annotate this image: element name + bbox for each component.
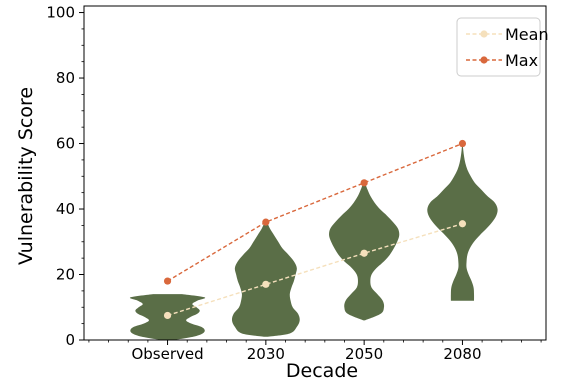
y-tick-label: 20	[56, 266, 75, 284]
mean-point-observed	[163, 311, 172, 320]
axes-layer: 0 20 40 60 80 100 Observed 2030 2050 2080	[46, 4, 547, 363]
legend-label-max: Max	[505, 51, 538, 70]
y-tick-label: 80	[56, 69, 75, 87]
mean-point-2030	[262, 280, 270, 288]
mean-series-line	[167, 223, 463, 317]
y-tick-label: 40	[56, 200, 75, 218]
y-axis-label: Vulnerability Score	[15, 87, 37, 265]
legend-box	[456, 17, 541, 77]
max-point-2030	[262, 218, 270, 226]
x-tick-label-2050: 2050	[345, 345, 383, 363]
legend-label-mean: Mean	[505, 25, 549, 44]
plot-frame	[83, 5, 547, 341]
mean-point-2080	[458, 220, 467, 228]
legend-swatch-marker-mean	[480, 30, 488, 38]
y-tick-label: 0	[65, 331, 75, 349]
y-tick-label: 100	[46, 4, 75, 22]
max-series-line	[167, 142, 463, 282]
max-point-2050	[360, 179, 368, 187]
x-tick-label-2030: 2030	[247, 345, 285, 363]
legend-swatch-marker-max	[480, 56, 488, 64]
violin-2030	[231, 222, 300, 337]
x-axis-label: Decade	[286, 360, 358, 379]
x-tick-label-observed: Observed	[131, 345, 203, 363]
max-point-observed	[163, 277, 172, 285]
legend: Mean Max	[456, 17, 549, 77]
series-layer	[163, 139, 467, 320]
mean-point-2050	[360, 249, 368, 257]
x-tick-label-2080: 2080	[443, 345, 481, 363]
y-tick-label: 60	[56, 135, 75, 153]
max-point-2080	[458, 139, 467, 148]
violins-layer	[129, 143, 498, 340]
